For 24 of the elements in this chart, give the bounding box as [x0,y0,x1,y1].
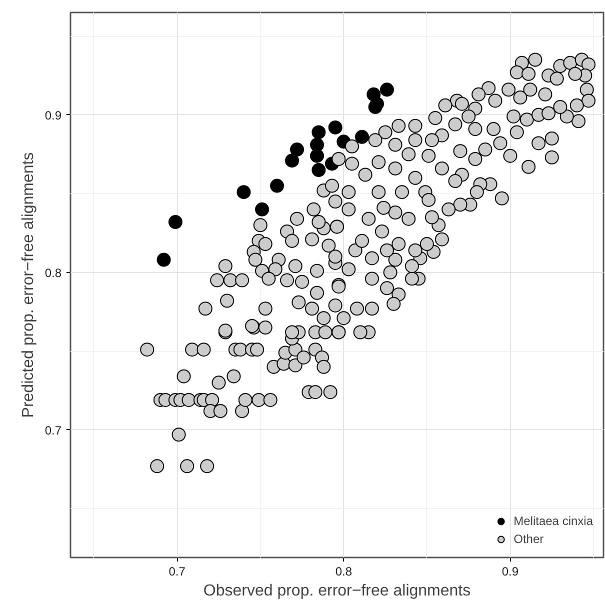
x-tick-label: 0.8 [335,564,352,578]
y-tick-label: 0.9 [44,108,62,122]
point [236,185,251,200]
point [312,125,326,140]
point [290,142,304,157]
y-tick-label: 0.8 [44,266,62,280]
x-axis-title: Observed prop. error−free alignments [203,582,471,600]
point [328,120,342,134]
point [168,215,182,229]
legend-label: Melitaea cinxia [514,513,593,529]
point [370,96,384,111]
legend-label: Other [514,531,544,547]
point [380,82,394,97]
point [310,148,324,163]
point [156,252,171,267]
x-tick-label: 0.7 [168,564,186,578]
x-tick-label: 0.9 [502,564,519,578]
point [270,178,284,193]
point [255,202,270,216]
y-axis-title: Predicted prop. error−free alignments [20,152,37,418]
point [312,163,326,177]
point [285,154,300,168]
y-tick-label: 0.7 [44,423,62,438]
point [354,130,369,144]
